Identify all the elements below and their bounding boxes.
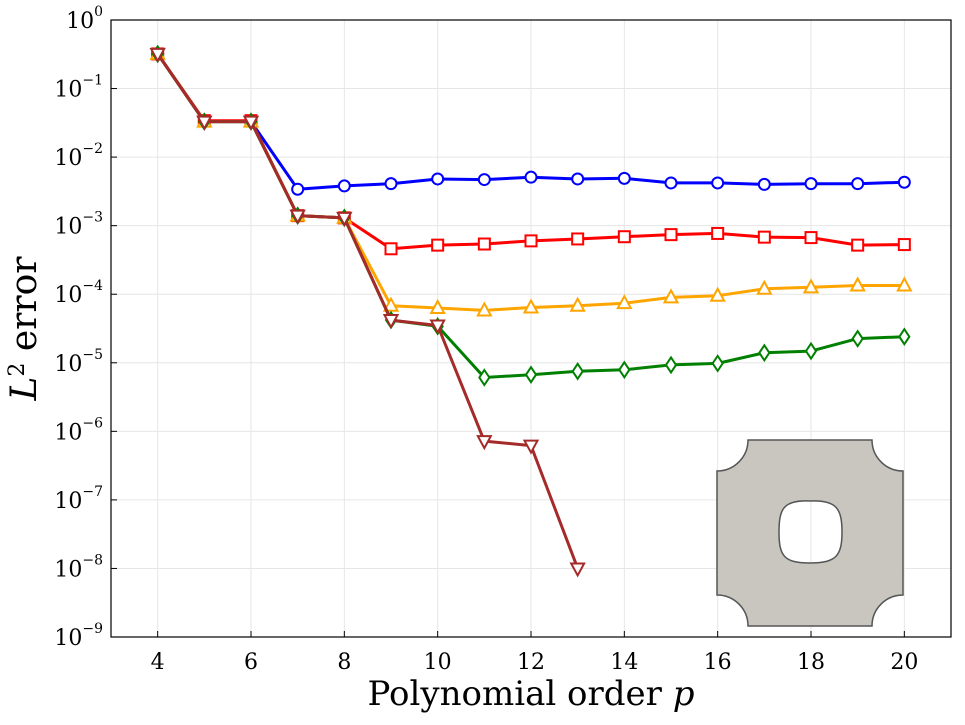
x-tick-label: 6 [244, 650, 258, 675]
data-point [757, 230, 771, 244]
y-tick-label: 10−3 [54, 210, 103, 240]
data-point [896, 276, 913, 292]
data-point [382, 314, 400, 330]
data-point [476, 435, 493, 451]
data-point [569, 562, 586, 578]
data-point [804, 341, 818, 361]
data-point [618, 360, 631, 380]
data-point [617, 230, 631, 244]
data-point [617, 171, 631, 185]
series-layer [149, 44, 913, 578]
data-point [849, 276, 866, 292]
data-point [569, 296, 586, 312]
data-point [196, 115, 213, 131]
data-point [571, 172, 585, 186]
data-point [662, 288, 680, 304]
y-tick-label: 10−5 [54, 347, 103, 377]
y-tick-label: 10−7 [54, 484, 103, 514]
data-point [802, 278, 820, 294]
data-point [337, 179, 351, 193]
x-tick-label: 8 [337, 650, 351, 675]
y-tick-label: 100 [66, 4, 103, 34]
data-point [664, 176, 678, 190]
data-point [149, 47, 166, 64]
data-point [711, 226, 725, 240]
y-tick-label: 10−8 [54, 552, 103, 582]
data-point [431, 238, 445, 252]
data-point [571, 362, 584, 381]
data-point [897, 175, 911, 189]
data-point [289, 209, 306, 225]
data-point [384, 177, 398, 191]
data-point [616, 294, 633, 310]
data-point [478, 368, 491, 387]
series-line [156, 53, 580, 569]
x-tick-label: 4 [151, 650, 165, 675]
x-tick-label: 20 [890, 650, 918, 675]
data-point [336, 211, 353, 227]
y-axis-label: L2 error [4, 256, 45, 402]
y-tick-label: 10−9 [54, 621, 103, 651]
y-tick-label: 10−6 [54, 415, 103, 445]
data-point [524, 365, 538, 385]
data-point [756, 279, 773, 295]
data-point [524, 170, 538, 184]
tick-labels: 4 6 8 10 12 14 16 18 20 10−9 10−8 10−7 10−6 10−5 10−4 1… [54, 4, 918, 675]
data-point [477, 237, 491, 251]
data-point [664, 228, 678, 242]
data-point [384, 242, 398, 256]
x-tick-label: 10 [424, 650, 452, 675]
y-tick-label: 10−4 [54, 278, 103, 308]
data-point [522, 439, 540, 455]
data-point [897, 238, 911, 252]
y-tick-label: 10−2 [54, 141, 103, 171]
x-axis-variable: p [673, 674, 695, 714]
grid [111, 19, 951, 638]
data-point [758, 343, 771, 363]
x-tick-label: 18 [797, 650, 825, 675]
data-point [291, 182, 305, 196]
data-point [711, 354, 724, 373]
data-point [664, 355, 678, 375]
data-point [477, 173, 491, 187]
inset-shape [716, 439, 904, 627]
data-point [804, 177, 818, 191]
data-point [476, 301, 493, 317]
x-tick-label: 16 [704, 650, 732, 675]
x-axis-label: Polynomial order p [368, 674, 695, 714]
data-point [242, 115, 260, 131]
inset-domain-shape-icon [716, 439, 904, 627]
data-point [851, 329, 864, 348]
x-tick-label: 14 [610, 650, 638, 675]
data-point [382, 296, 400, 312]
data-point [429, 298, 446, 314]
y-tick-label: 10−1 [54, 73, 103, 103]
ticks [111, 19, 905, 638]
data-point [571, 232, 585, 246]
data-point [757, 177, 771, 191]
data-point [898, 327, 911, 347]
data-point [851, 238, 865, 252]
data-point [804, 231, 818, 245]
x-tick-label: 12 [517, 650, 545, 675]
data-point [711, 176, 725, 190]
data-point [522, 298, 540, 314]
data-point [429, 319, 446, 335]
data-point [431, 172, 445, 186]
data-point [524, 234, 538, 248]
data-point [709, 286, 726, 302]
data-point [851, 177, 865, 191]
series-5 [149, 47, 586, 578]
